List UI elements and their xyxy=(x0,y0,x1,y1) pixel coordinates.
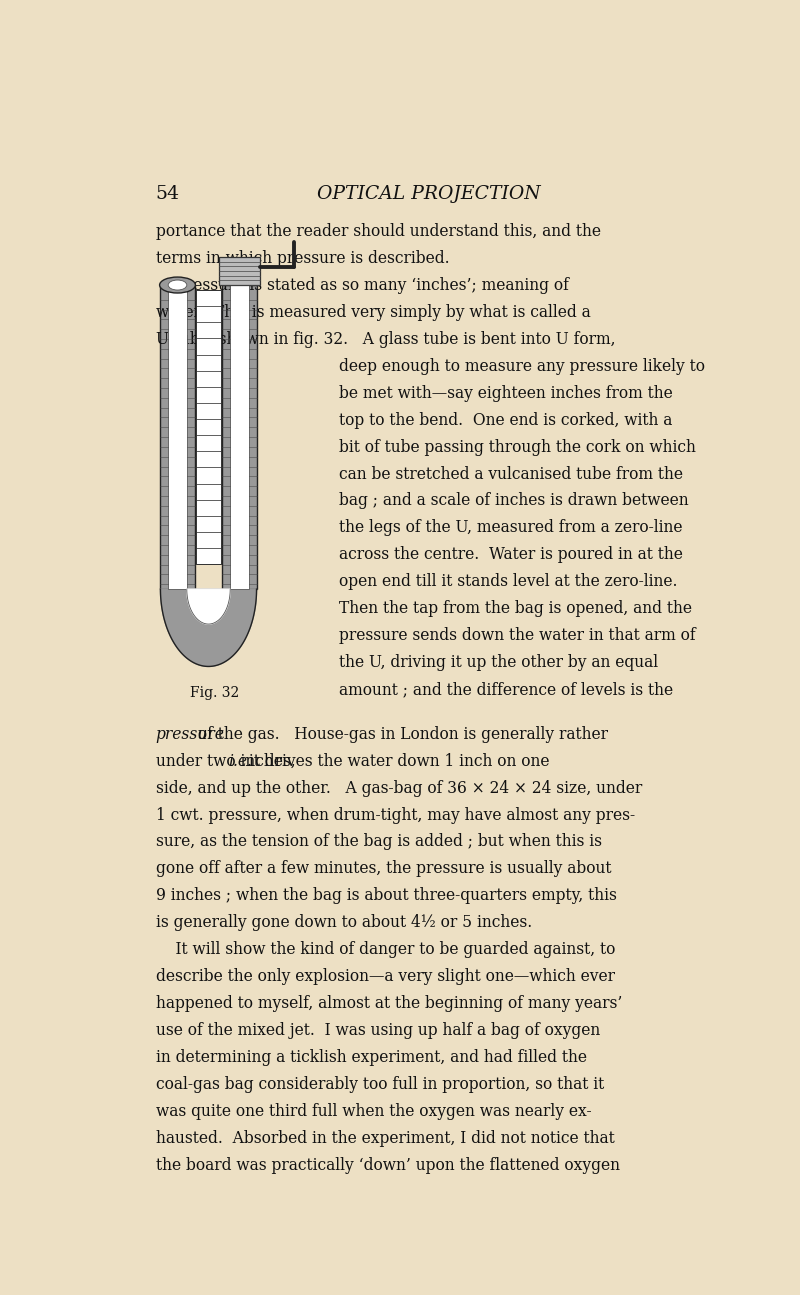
Text: Pressure is stated as so many ‘inches’; meaning of: Pressure is stated as so many ‘inches’; … xyxy=(156,277,569,294)
Bar xyxy=(168,285,187,589)
Text: deep enough to measure any pressure likely to: deep enough to measure any pressure like… xyxy=(338,357,705,374)
Text: be met with—say eighteen inches from the: be met with—say eighteen inches from the xyxy=(338,385,673,401)
Text: the board was practically ‘down’ upon the flattened oxygen: the board was practically ‘down’ upon th… xyxy=(156,1156,620,1173)
Text: portance that the reader should understand this, and the: portance that the reader should understa… xyxy=(156,223,601,240)
Text: amount ; and the difference of levels is the: amount ; and the difference of levels is… xyxy=(338,681,673,698)
Text: use of the mixed jet.  I was using up half a bag of oxygen: use of the mixed jet. I was using up hal… xyxy=(156,1022,600,1039)
Text: water.  This is measured very simply by what is called a: water. This is measured very simply by w… xyxy=(156,304,590,321)
Ellipse shape xyxy=(168,280,187,290)
Text: can be stretched a vulcanised tube from the: can be stretched a vulcanised tube from … xyxy=(338,465,682,483)
Text: was quite one third full when the oxygen was nearly ex-: was quite one third full when the oxygen… xyxy=(156,1103,591,1120)
Text: i.e.: i.e. xyxy=(228,752,252,769)
Bar xyxy=(197,290,221,565)
Text: bit of tube passing through the cork on which: bit of tube passing through the cork on … xyxy=(338,439,695,456)
Text: bag ; and a scale of inches is drawn between: bag ; and a scale of inches is drawn bet… xyxy=(338,492,688,509)
Text: It will show the kind of danger to be guarded against, to: It will show the kind of danger to be gu… xyxy=(156,941,615,958)
Text: U-tube, shown in fig. 32.   A glass tube is bent into U form,: U-tube, shown in fig. 32. A glass tube i… xyxy=(156,332,615,348)
Text: gone off after a few minutes, the pressure is usually about: gone off after a few minutes, the pressu… xyxy=(156,860,611,878)
Bar xyxy=(219,258,260,285)
Text: side, and up the other.   A gas-bag of 36 × 24 × 24 size, under: side, and up the other. A gas-bag of 36 … xyxy=(156,780,642,796)
Text: it drives the water down 1 inch on one: it drives the water down 1 inch on one xyxy=(245,752,550,769)
Text: Fig. 32: Fig. 32 xyxy=(190,686,239,699)
Text: happened to myself, almost at the beginning of many years’: happened to myself, almost at the beginn… xyxy=(156,995,622,1011)
Text: terms in which pressure is described.: terms in which pressure is described. xyxy=(156,250,450,267)
Text: sure, as the tension of the bag is added ; but when this is: sure, as the tension of the bag is added… xyxy=(156,834,602,851)
Text: the U, driving it up the other by an equal: the U, driving it up the other by an equ… xyxy=(338,654,658,671)
Bar xyxy=(222,285,257,589)
Bar xyxy=(230,285,249,589)
Polygon shape xyxy=(161,589,257,667)
Text: Then the tap from the bag is opened, and the: Then the tap from the bag is opened, and… xyxy=(338,600,692,618)
Text: in determining a ticklish experiment, and had filled the: in determining a ticklish experiment, an… xyxy=(156,1049,586,1066)
Text: 54: 54 xyxy=(156,185,180,203)
Text: pressure sends down the water in that arm of: pressure sends down the water in that ar… xyxy=(338,627,695,644)
Text: under two inches,: under two inches, xyxy=(156,752,300,769)
Text: 9 inches ; when the bag is about three-quarters empty, this: 9 inches ; when the bag is about three-q… xyxy=(156,887,617,904)
Text: hausted.  Absorbed in the experiment, I did not notice that: hausted. Absorbed in the experiment, I d… xyxy=(156,1129,614,1146)
Ellipse shape xyxy=(159,277,195,293)
Text: 1 cwt. pressure, when drum-tight, may have almost any pres-: 1 cwt. pressure, when drum-tight, may ha… xyxy=(156,807,635,824)
Bar xyxy=(161,285,194,589)
Text: of the gas.   House-gas in London is generally rather: of the gas. House-gas in London is gener… xyxy=(193,725,608,743)
Text: OPTICAL PROJECTION: OPTICAL PROJECTION xyxy=(317,185,541,203)
Text: is generally gone down to about 4½ or 5 inches.: is generally gone down to about 4½ or 5 … xyxy=(156,914,532,931)
Text: coal-gas bag considerably too full in proportion, so that it: coal-gas bag considerably too full in pr… xyxy=(156,1076,604,1093)
Polygon shape xyxy=(187,589,230,624)
Text: the legs of the U, measured from a zero-line: the legs of the U, measured from a zero-… xyxy=(338,519,682,536)
Text: open end till it stands level at the zero-line.: open end till it stands level at the zer… xyxy=(338,574,677,591)
Text: top to the bend.  One end is corked, with a: top to the bend. One end is corked, with… xyxy=(338,412,672,429)
Text: across the centre.  Water is poured in at the: across the centre. Water is poured in at… xyxy=(338,546,682,563)
Text: describe the only explosion—a very slight one—which ever: describe the only explosion—a very sligh… xyxy=(156,969,614,985)
Text: pressure: pressure xyxy=(156,725,225,743)
